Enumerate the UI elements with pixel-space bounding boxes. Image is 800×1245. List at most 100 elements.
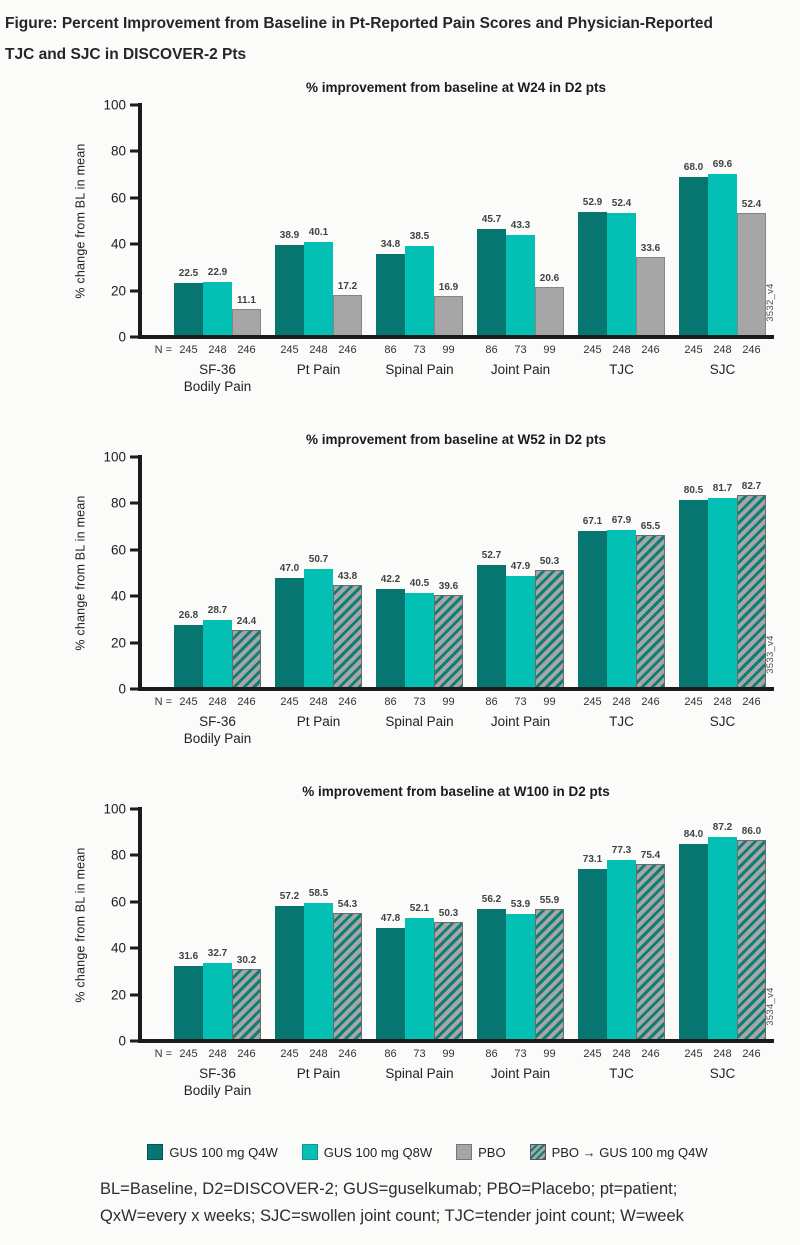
legend-swatch-q8w: [301, 1144, 318, 1161]
y-tick-mark: [130, 807, 138, 811]
legend-label: GUS 100 mg Q8W: [323, 1144, 433, 1160]
n-row: 245 248 246: [679, 344, 766, 356]
n-row: 245 248 246: [578, 696, 665, 708]
legend-label: GUS 100 mg Q4W: [169, 1144, 278, 1160]
category-column: 86 73 99 Spinal Pain: [376, 1048, 463, 1098]
y-axis-label: % change from BL in mean: [74, 495, 88, 651]
category-label: Spinal Pain: [385, 362, 454, 377]
bar-value-label: 32.7: [207, 948, 228, 960]
n-value: 99: [442, 696, 455, 709]
bar-value-label: 47.0: [279, 563, 300, 575]
chart-title: % improvement from baseline at W24 in D2…: [305, 80, 607, 95]
bar-value-label: 43.3: [510, 219, 531, 231]
y-tick-label: 40: [110, 940, 126, 956]
n-value: 246: [742, 1048, 761, 1061]
bar-value-label: 31.6: [178, 950, 199, 962]
y-tick: 40: [111, 589, 138, 604]
category-column: 86 73 99 Joint Pain: [477, 1048, 564, 1098]
n-value: 245: [684, 696, 703, 709]
category-column: 245 248 246 TJC: [578, 1048, 665, 1098]
n-row: 86 73 99: [477, 696, 564, 708]
bar-q4w: 26.8: [174, 610, 203, 688]
bar-value-label: 40.1: [308, 227, 329, 238]
y-tick-mark: [130, 455, 138, 459]
bar-pbo_gus: 24.4: [232, 616, 261, 688]
y-tick-mark: [130, 993, 138, 997]
plot-area: 31.6 32.7 30.2 57.2 58.5 54.3 47.8 52.1 50.3 56.2…: [138, 807, 774, 1044]
y-tick-mark: [130, 1039, 138, 1043]
category-label: TJC: [609, 362, 634, 377]
bar-q4w: 31.6: [174, 951, 203, 1040]
bar-pbo_gus: 39.6: [434, 581, 463, 688]
bar-group: 22.5 22.9 11.1: [174, 267, 261, 335]
category-label: TJC: [609, 1066, 634, 1082]
n-row: 245 248 246: [275, 344, 362, 356]
category-column: 245 248 246 SJC: [679, 344, 766, 394]
legend-label: PBO: [478, 1144, 506, 1160]
bar-group: 31.6 32.7 30.2: [174, 948, 261, 1040]
bar-value-label: 87.2: [712, 821, 733, 833]
bar-value-label: 28.7: [207, 605, 228, 617]
bar-q8w: 40.5: [405, 578, 434, 688]
version-label: 3532_v4: [765, 283, 777, 322]
n-value: 246: [641, 696, 660, 709]
chart-w100: % improvement from baseline at W100 in D…: [0, 784, 800, 1098]
y-axis-label-column: % change from BL in mean: [70, 103, 92, 339]
legend-swatch-pbo_gus: [529, 1144, 546, 1161]
bar-value-label: 38.5: [409, 230, 430, 242]
bar-value-label: 16.9: [438, 281, 459, 293]
n-value: 245: [583, 344, 602, 356]
category-label: Joint Pain: [490, 362, 551, 377]
y-tick: 0: [118, 330, 138, 345]
n-value: 248: [208, 1048, 227, 1061]
n-value: 248: [612, 1048, 631, 1061]
n-value: 99: [442, 1048, 455, 1061]
n-value: 99: [543, 344, 556, 356]
n-value: 248: [713, 696, 732, 709]
y-tick-label: 80: [110, 143, 126, 159]
y-tick-label: 60: [110, 190, 126, 206]
n-row: 245 248 246: [679, 696, 766, 708]
y-tick: 80: [111, 144, 138, 159]
bar-q4w: 47.0: [275, 563, 304, 688]
bar-q8w: 52.1: [405, 903, 434, 1040]
n-row: 245 248 246: [275, 1048, 362, 1060]
n-value: 86: [485, 1048, 498, 1061]
category-column: 245 248 246 Pt Pain: [275, 1048, 362, 1098]
category-column: 245 248 246 TJC: [578, 344, 665, 394]
n-value: 246: [641, 344, 660, 356]
bar-value-label: 77.3: [611, 844, 632, 856]
bar-group: 80.5 81.7 82.7: [679, 481, 766, 688]
bar-q4w: 80.5: [679, 485, 708, 688]
n-value: 99: [543, 696, 556, 709]
legend-item: GUS 100 mg Q4W: [147, 1144, 278, 1161]
n-value: 246: [338, 1048, 357, 1061]
category-label: Spinal Pain: [385, 1066, 454, 1082]
bar-value-label: 50.3: [539, 556, 560, 568]
n-row: 86 73 99: [477, 1048, 564, 1060]
bar-pbo: 11.1: [232, 295, 261, 335]
y-tick: 60: [111, 894, 138, 909]
chart-body: % change from BL in mean 0 20 40 60 80 100 22.5…: [70, 98, 777, 394]
y-tick: 100: [103, 802, 138, 817]
category-column: 86 73 99 Spinal Pain: [376, 696, 463, 746]
chart-title: % improvement from baseline at W100 in D…: [302, 784, 610, 800]
n-value: 248: [713, 344, 732, 356]
category-column: N = 245 248 246 SF-36 Bodily Pain: [155, 696, 261, 746]
n-value: 245: [280, 1048, 299, 1061]
bar-value-label: 22.9: [207, 266, 228, 278]
bar-pbo: 20.6: [535, 273, 564, 335]
category-label: Pt Pain: [296, 1066, 341, 1082]
bar-q4w: 84.0: [679, 829, 708, 1040]
n-value: 73: [413, 344, 426, 356]
bar-value-label: 47.9: [510, 560, 531, 572]
bar-group: 57.2 58.5 54.3: [275, 888, 362, 1040]
bar-group: 34.8 38.5 16.9: [376, 231, 463, 335]
bar-value-label: 86.0: [741, 825, 762, 837]
n-value: 248: [612, 696, 631, 709]
category-column: 245 248 246 SJC: [679, 1048, 766, 1098]
n-value: 245: [684, 1048, 703, 1061]
bar-value-label: 69.6: [712, 158, 733, 170]
bar-q8w: 50.7: [304, 554, 333, 688]
bar-q4w: 68.0: [679, 162, 708, 335]
